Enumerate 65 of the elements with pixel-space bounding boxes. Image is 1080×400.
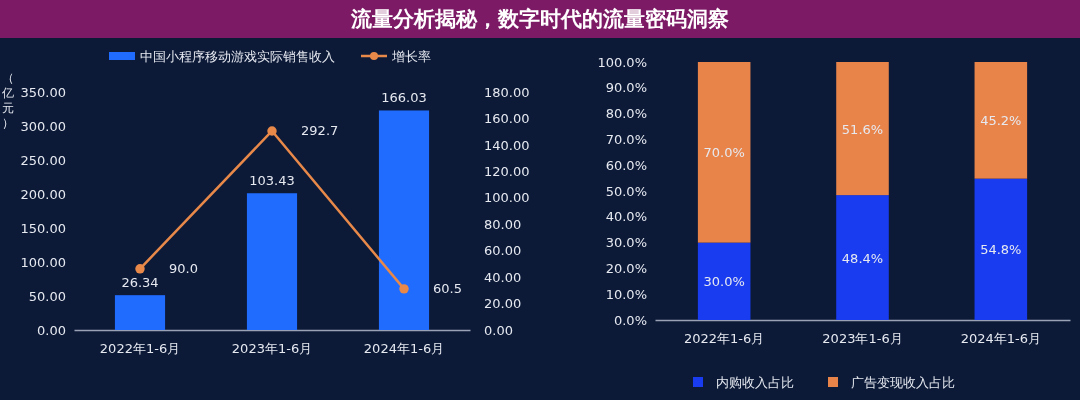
y-tick-label: 200.00: [20, 186, 66, 202]
y-tick-label: 40.0%: [605, 209, 647, 225]
legend-label: 中国小程序移动游戏实际销售收入: [140, 49, 335, 64]
y-axis-title: （亿元）: [1, 71, 14, 130]
bar: [114, 295, 166, 330]
y-tick-label: 100.0%: [597, 54, 647, 70]
legend-label: 广告变现收入占比: [851, 375, 955, 390]
y-tick-label: 20.0%: [605, 261, 647, 277]
y2-tick-label: 100.00: [484, 190, 530, 206]
y-tick-label: 50.0%: [605, 183, 647, 199]
data-label: 51.6%: [841, 121, 884, 137]
y-tick-label: 50.00: [28, 288, 66, 304]
data-label: 60.5: [433, 280, 463, 296]
y2-tick-label: 80.00: [484, 216, 522, 232]
y2-tick-label: 60.00: [484, 243, 522, 259]
y-tick-label: 0.00: [37, 322, 66, 338]
point: [135, 264, 145, 274]
data-label: 292.7: [301, 122, 339, 138]
y2-tick-label: 20.00: [484, 296, 522, 312]
legend-label: 内购收入占比: [716, 375, 794, 390]
y2-tick-label: 0.00: [484, 322, 513, 338]
data-label: 54.8%: [980, 242, 1022, 258]
y-tick-label: 250.00: [20, 152, 66, 168]
bar: [246, 193, 298, 330]
y-tick-label: 10.0%: [605, 286, 647, 302]
bar: [697, 62, 751, 243]
bar: [378, 110, 430, 330]
bar: [836, 195, 889, 320]
x-tick-label: 2024年1-6月: [960, 331, 1041, 347]
data-label: 70.0%: [703, 145, 745, 161]
bar: [974, 62, 1028, 179]
x-tick-label: 2023年1-6月: [231, 341, 313, 357]
y2-tick-label: 180.00: [484, 84, 530, 100]
y-tick-label: 30.0%: [605, 235, 647, 251]
point: [267, 126, 277, 136]
y-tick-label: 350.00: [20, 84, 66, 100]
bar: [697, 242, 751, 320]
point: [399, 284, 409, 294]
y2-tick-label: 160.00: [484, 111, 530, 127]
y2-tick-label: 140.00: [484, 137, 530, 153]
legend-label: 增长率: [391, 49, 431, 64]
x-tick-label: 2024年1-6月: [363, 341, 445, 357]
x-tick-label: 2022年1-6月: [684, 331, 765, 347]
data-label: 90.0: [169, 260, 199, 276]
data-label: 48.4%: [841, 250, 884, 266]
y-tick-label: 150.00: [20, 220, 66, 236]
y-tick-label: 80.0%: [605, 106, 647, 122]
data-label: 30.0%: [703, 274, 745, 290]
x-tick-label: 2023年1-6月: [822, 331, 903, 347]
y-tick-label: 60.0%: [605, 157, 647, 173]
x-tick-label: 2022年1-6月: [99, 341, 181, 357]
data-label: 26.34: [121, 275, 159, 291]
data-label: 103.43: [249, 173, 295, 189]
text: 流量分析揭秘，数字时代的流量密码洞察: [350, 7, 729, 31]
bar: [836, 62, 889, 196]
y-tick-label: 70.0%: [605, 132, 647, 148]
bar: [974, 178, 1028, 320]
y-tick-label: 0.0%: [613, 312, 647, 328]
y-tick-label: 300.00: [20, 118, 66, 134]
y2-tick-label: 40.00: [484, 269, 522, 285]
y-tick-label: 100.00: [20, 254, 66, 270]
data-label: 166.03: [381, 90, 427, 106]
y2-tick-label: 120.00: [484, 163, 530, 179]
y-tick-label: 90.0%: [605, 80, 647, 96]
data-label: 45.2%: [980, 113, 1022, 129]
